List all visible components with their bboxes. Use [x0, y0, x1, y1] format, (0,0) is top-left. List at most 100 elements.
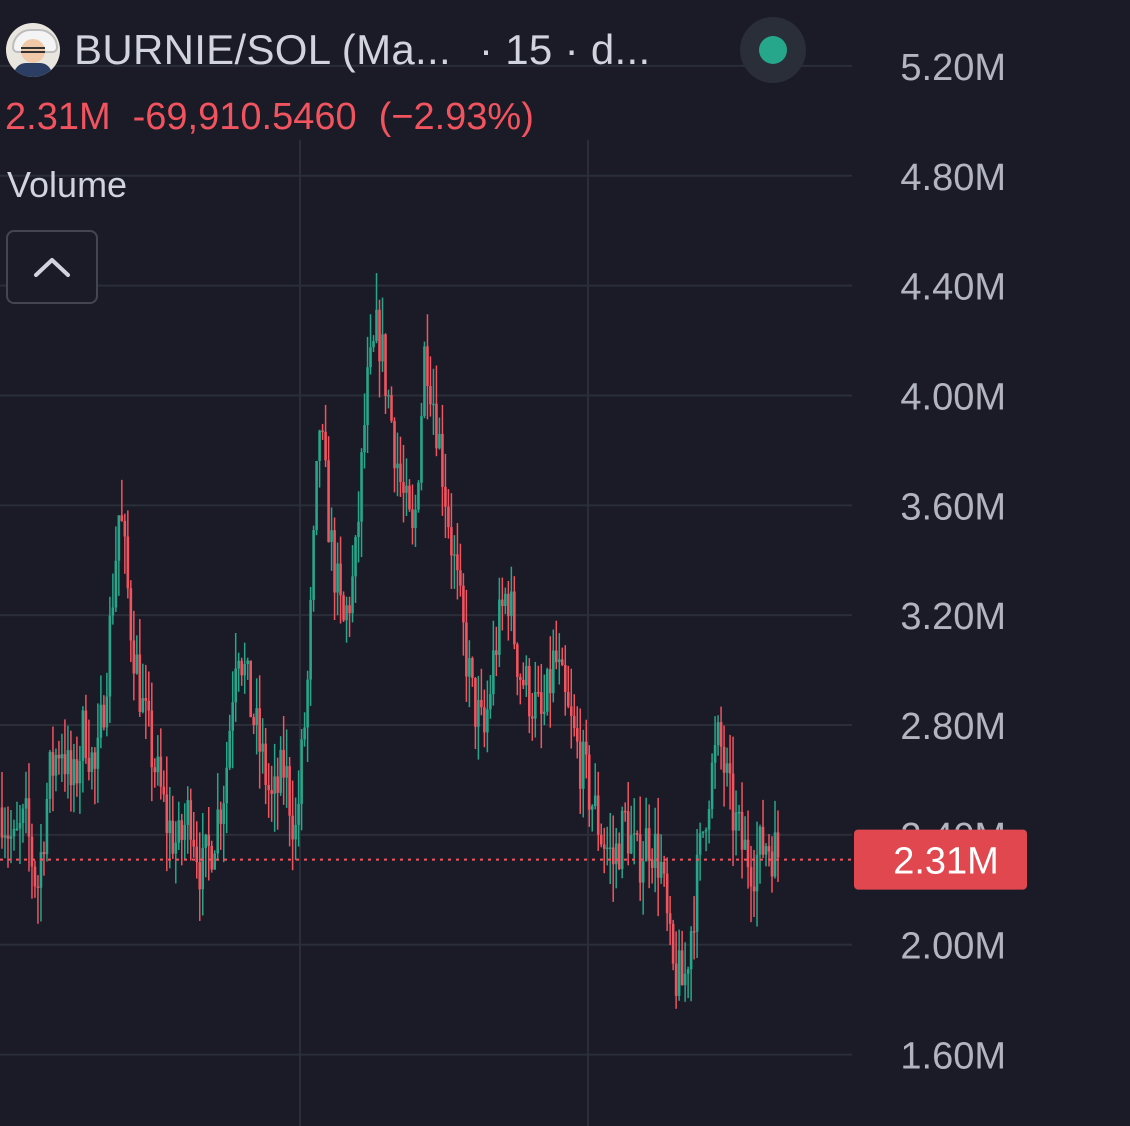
candle — [393, 417, 396, 493]
candle — [480, 668, 483, 716]
candle — [572, 694, 576, 737]
candle — [650, 848, 654, 884]
candle — [761, 799, 765, 859]
token-avatar-icon — [6, 23, 60, 77]
candle — [740, 782, 744, 879]
candle — [435, 365, 438, 457]
symbol-title[interactable]: BURNIE/SOL (Ma... · 15 · d... — [74, 26, 651, 73]
candle — [306, 670, 309, 763]
candle — [770, 836, 774, 893]
candle — [411, 484, 414, 545]
candle — [752, 849, 756, 917]
candle — [734, 790, 738, 856]
candle — [674, 931, 678, 1009]
candle — [426, 314, 429, 420]
candle — [318, 429, 321, 488]
candle — [198, 832, 202, 921]
candle — [192, 811, 196, 858]
candle — [312, 525, 315, 612]
y-tick-label: 1.60M — [900, 1036, 1006, 1078]
candle — [689, 926, 693, 1002]
candle — [593, 763, 597, 810]
candle — [653, 807, 657, 893]
chart-grid — [0, 64, 852, 1126]
y-tick-label: 2.00M — [900, 926, 1006, 968]
candle — [492, 620, 495, 706]
collapse-indicators-button[interactable] — [6, 230, 98, 304]
candle — [75, 736, 79, 797]
candle — [590, 804, 594, 832]
candle — [713, 716, 717, 789]
candle — [279, 736, 282, 796]
candle — [519, 673, 522, 705]
candle — [683, 942, 687, 1002]
candle — [300, 729, 303, 831]
price-change: -69,910.5460 — [132, 96, 357, 138]
candle — [507, 580, 510, 641]
candle — [348, 596, 351, 638]
candle — [450, 493, 453, 589]
candle — [620, 806, 624, 879]
candle — [141, 663, 145, 714]
candle — [333, 517, 336, 621]
candle — [15, 801, 19, 832]
candle — [438, 417, 441, 450]
volume-indicator-label[interactable]: Volume — [7, 164, 128, 205]
candle — [0, 772, 4, 849]
candle — [459, 543, 462, 597]
candle — [372, 335, 375, 353]
candle — [647, 804, 651, 889]
y-tick-label: 3.60M — [900, 486, 1006, 528]
candle — [249, 660, 252, 718]
candle — [668, 896, 672, 946]
candle — [534, 661, 537, 738]
candle — [216, 773, 220, 861]
candle — [453, 535, 456, 589]
candle — [123, 513, 127, 574]
candle — [632, 798, 636, 865]
candle — [563, 645, 567, 716]
data-source: d... — [590, 26, 651, 73]
candle — [405, 458, 408, 517]
candle — [42, 841, 46, 876]
candle — [63, 719, 67, 792]
candle — [611, 815, 615, 902]
y-tick-label: 3.20M — [900, 596, 1006, 638]
candle — [710, 753, 714, 819]
candle — [12, 819, 16, 851]
candle — [159, 728, 163, 800]
candle — [381, 297, 384, 372]
candle — [731, 736, 735, 867]
candle — [144, 664, 148, 740]
candle — [60, 733, 64, 782]
candle — [623, 802, 627, 822]
candle — [303, 712, 306, 747]
candle — [234, 632, 237, 722]
candle — [513, 576, 516, 650]
candle — [608, 812, 612, 885]
candle — [477, 675, 480, 760]
candle — [755, 821, 759, 927]
candle — [396, 432, 399, 497]
candle — [297, 770, 300, 847]
candle — [78, 745, 82, 814]
candle — [285, 729, 288, 808]
candle — [114, 526, 118, 613]
candle — [339, 536, 342, 624]
candle — [581, 729, 585, 818]
candle — [66, 725, 70, 799]
candle — [237, 652, 240, 692]
candle — [357, 491, 360, 563]
market-status-indicator[interactable] — [740, 17, 806, 83]
candle — [423, 341, 426, 419]
candle — [531, 692, 534, 741]
candle — [719, 706, 723, 770]
candle — [737, 804, 741, 831]
candle — [489, 674, 492, 719]
candle — [135, 635, 139, 675]
candle — [354, 535, 357, 603]
candle — [390, 386, 393, 423]
candle — [638, 796, 642, 901]
candle — [324, 404, 327, 468]
